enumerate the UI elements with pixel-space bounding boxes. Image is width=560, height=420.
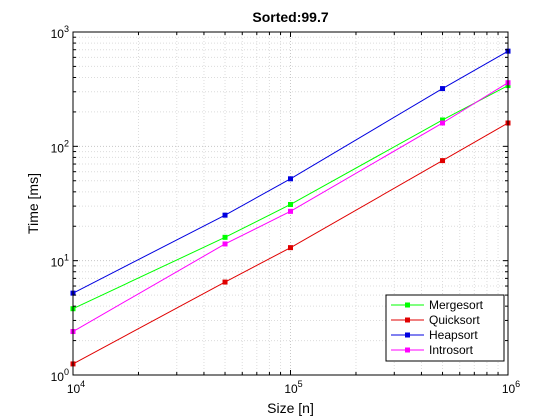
legend-label: Mergesort (429, 298, 484, 312)
data-point (222, 234, 228, 240)
y-tick-label: 101 (51, 253, 69, 270)
data-point (288, 208, 293, 214)
y-tick-label: 103 (51, 24, 69, 41)
legend-item: Quicksort (391, 313, 480, 327)
data-point (440, 86, 446, 92)
legend-item: Heapsort (391, 328, 478, 342)
legend-swatch-marker (405, 302, 410, 308)
axis-ticks: 104 105 106 100 101 102 103 (51, 24, 521, 396)
y-tick-label: 100 (51, 367, 69, 384)
data-point (288, 245, 293, 251)
y-axis-label: Time [ms] (25, 173, 41, 234)
legend-swatch-marker (405, 317, 410, 323)
legend-item: Mergesort (391, 298, 484, 312)
legend-swatch-marker (405, 332, 410, 338)
chart-title: Sorted:99.7 (252, 9, 328, 25)
x-tick-label: 104 (67, 379, 85, 396)
data-point (440, 117, 446, 123)
x-tick-label: 105 (284, 379, 302, 396)
data-point (288, 201, 293, 207)
legend-item: Introsort (391, 343, 474, 357)
data-point (222, 279, 228, 285)
data-point (440, 120, 446, 126)
data-point (440, 158, 446, 164)
x-axis-label: Size [n] (267, 400, 314, 416)
data-point (222, 212, 228, 218)
y-tick-label: 102 (51, 138, 69, 155)
legend-label: Heapsort (429, 328, 478, 342)
data-point (222, 241, 228, 247)
legend-label: Quicksort (429, 313, 480, 327)
legend-label: Introsort (429, 343, 474, 357)
data-point (288, 176, 293, 182)
x-tick-label: 106 (502, 379, 520, 396)
legend-swatch-marker (405, 347, 410, 353)
